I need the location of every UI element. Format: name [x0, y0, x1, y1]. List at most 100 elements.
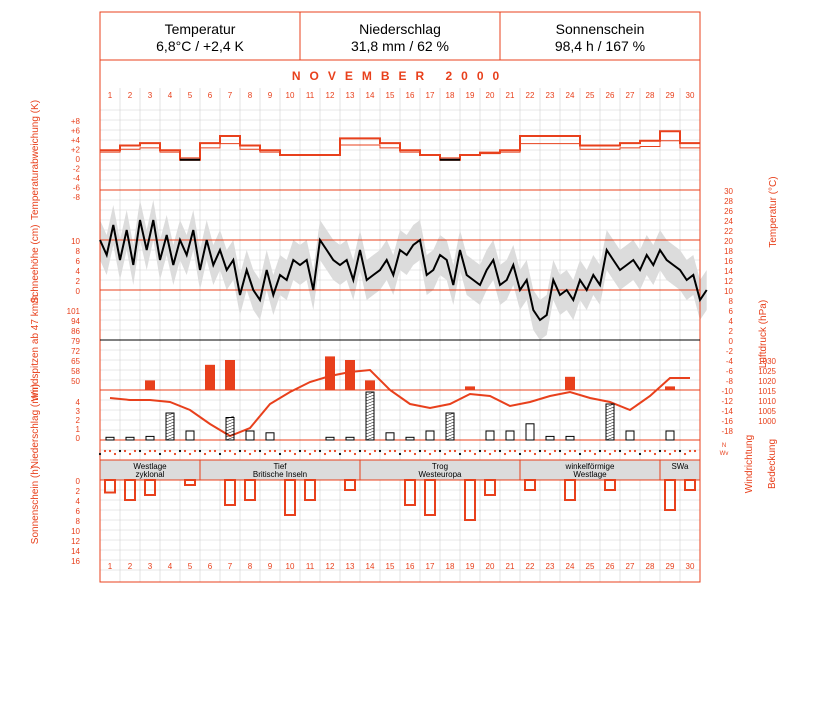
wind-direction-dot	[608, 452, 612, 456]
day-number-bottom: 28	[646, 562, 655, 571]
day-number-top: 27	[626, 91, 635, 100]
wind-direction-dot	[298, 449, 302, 453]
tick-pressure: 1030	[758, 357, 776, 366]
tick-temperature: 20	[724, 237, 733, 246]
day-number-bottom: 1	[108, 562, 113, 571]
sunshine-bar	[524, 479, 536, 491]
wind-direction-dot	[508, 449, 512, 453]
day-number-top: 4	[168, 91, 173, 100]
sunshine-bar	[344, 479, 356, 491]
precip-hatch	[445, 436, 455, 441]
precip-hatch	[445, 424, 455, 429]
precip-bar	[105, 436, 115, 441]
day-number-top: 26	[606, 91, 615, 100]
wind-direction-dot	[308, 452, 312, 456]
wind-direction-dot	[593, 452, 597, 456]
day-number-bottom: 7	[228, 562, 233, 571]
wind-direction-dot	[513, 449, 517, 453]
tick-sun: 16	[71, 557, 80, 566]
wind-direction-dot	[663, 449, 667, 453]
precip-bar	[545, 435, 555, 441]
precip-hatch	[365, 436, 375, 441]
wind-direction-dot	[193, 449, 197, 453]
wind-direction-dot	[578, 452, 582, 456]
tick-pressure: 1025	[758, 367, 776, 376]
precip-hatch	[365, 391, 375, 396]
wind-direction-dot	[643, 449, 647, 453]
day-number-bottom: 14	[366, 562, 375, 571]
wind-direction-dot	[478, 449, 482, 453]
precip-bar	[265, 432, 275, 441]
day-number-bottom: 13	[346, 562, 355, 571]
tick-temperature: 30	[724, 187, 733, 196]
sunshine-bar	[124, 479, 136, 501]
precip-hatch	[605, 433, 615, 438]
sunshine-bar	[604, 479, 616, 491]
tick-sun: 10	[71, 527, 80, 536]
wind-gust-bar	[365, 380, 375, 390]
wind-direction-dot	[98, 452, 102, 456]
wind-direction-dot	[213, 449, 217, 453]
wind-direction-dot	[358, 449, 362, 453]
precip-hatch	[605, 415, 615, 420]
header-temperature-value: 6,8°C / +2,4 K	[156, 38, 244, 54]
day-number-top: 18	[446, 91, 455, 100]
precip-hatch	[605, 418, 615, 423]
tick-temperature: -6	[726, 367, 734, 376]
precip-hatch	[445, 418, 455, 423]
day-number-bottom: 5	[188, 562, 193, 571]
precip-hatch	[225, 424, 235, 429]
wind-direction-dot	[423, 449, 427, 453]
wind-direction-dot	[638, 452, 642, 456]
day-number-bottom: 4	[168, 562, 173, 571]
precip-hatch	[445, 415, 455, 420]
day-number-top: 8	[248, 91, 253, 100]
day-number-bottom: 11	[306, 562, 315, 571]
wind-direction-dot	[458, 452, 462, 456]
precip-hatch	[605, 436, 615, 441]
precip-hatch	[445, 427, 455, 432]
weather-type-label: Westlage	[573, 470, 607, 479]
tick-snow: 8	[76, 247, 81, 256]
precip-hatch	[445, 412, 455, 417]
wind-direction-dot	[218, 452, 222, 456]
wind-direction-dot	[653, 452, 657, 456]
precip-bar	[405, 436, 415, 441]
tick-pressure: 1005	[758, 407, 776, 416]
sunshine-bar	[224, 479, 236, 506]
day-number-bottom: 25	[586, 562, 595, 571]
axis-label-pressure: Luftdruck (hPa)	[758, 300, 769, 368]
wind-direction-dot	[603, 449, 607, 453]
axis-label-wind-direction: Windrichtung	[744, 435, 755, 493]
axis-label-wind: Windspitzen ab 47 km/h	[30, 295, 41, 402]
wind-direction-dot	[538, 449, 542, 453]
day-number-top: 16	[406, 91, 415, 100]
tick-wind: 58	[71, 367, 80, 376]
wind-direction-dot	[328, 449, 332, 453]
precip-bar	[145, 435, 155, 441]
wind-direction-dot	[183, 449, 187, 453]
wind-direction-dot	[583, 449, 587, 453]
tick-temperature: 10	[724, 287, 733, 296]
wind-direction-dot	[523, 449, 527, 453]
day-number-top: 10	[286, 91, 295, 100]
sunshine-bar	[424, 479, 436, 516]
tick-pressure: 1010	[758, 397, 776, 406]
weather-type-label: Tief	[273, 462, 287, 471]
day-number-top: 17	[426, 91, 435, 100]
wind-direction-dot	[313, 449, 317, 453]
day-number-top: 13	[346, 91, 355, 100]
tick-pressure: 1000	[758, 417, 776, 426]
wind-direction-dot	[433, 449, 437, 453]
axis-label-temperature: Temperatur (°C)	[768, 176, 779, 247]
day-number-bottom: 9	[268, 562, 273, 571]
precip-hatch	[225, 436, 235, 441]
precip-hatch	[225, 433, 235, 438]
day-number-bottom: 27	[626, 562, 635, 571]
tick-precip: 2	[76, 416, 81, 425]
tick-sun: 8	[76, 517, 81, 526]
wind-direction-dot	[618, 449, 622, 453]
tick-temperature: 18	[724, 247, 733, 256]
precip-hatch	[165, 436, 175, 441]
day-number-bottom: 29	[666, 562, 675, 571]
